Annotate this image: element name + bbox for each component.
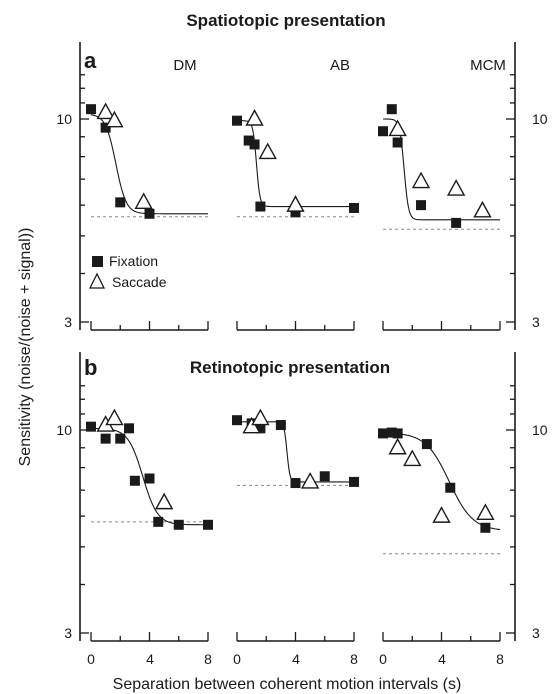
panel-a-subject-2-saccade-point (286, 195, 305, 212)
panel-b-subject-1-saccade-point (154, 492, 174, 510)
panel-b-subject-3-fixation-point (480, 522, 491, 533)
legend-saccade-label: Saccade (112, 274, 167, 290)
panel-a-subject-2-name: AB (330, 57, 350, 74)
panel-b-subject-2-saccade-point (251, 408, 270, 426)
panel-b-subject-1-saccade-point (105, 408, 124, 426)
plot-layer (79, 42, 516, 642)
panel-b-subject-1-fixation-point (144, 473, 155, 484)
panel-a-subject-3-fixation-point (451, 217, 462, 228)
x-axis-label: Separation between coherent motion inter… (113, 676, 462, 693)
panel-a-subject-3-fixation-point (416, 200, 427, 211)
panel-b-subject-3-saccade-point (432, 506, 451, 523)
panel-a-subject-3-fixation-point (392, 137, 403, 148)
panel-a-subject-2-fixation-point (255, 201, 266, 212)
panel-b-subject-2-saccade-point (300, 471, 320, 489)
x-tick-s1-0: 0 (87, 651, 95, 667)
panel-b-subject-3-fixation-point (421, 439, 432, 450)
panel-b-letter: b (84, 355, 97, 380)
panel-b-subject-3-fixation-point (378, 428, 388, 439)
panel-b-y-tick-3-left: 3 (64, 625, 72, 641)
panel-b-subject-2-fixation-point (232, 415, 242, 426)
panel-a-subject-2-saccade-point (258, 142, 277, 160)
panel-b-subject-2-fixation-point (255, 423, 266, 434)
x-tick-s2-8: 8 (350, 651, 358, 667)
panel-a-subject-3-name: MCM (470, 57, 506, 74)
panel-a-subject-2-fixation-point (349, 202, 359, 213)
panel-a-title: Spatiotopic presentation (186, 11, 385, 30)
panel-b-subject-1-fixation-point (100, 433, 111, 444)
panel-a-subject-1-name: DM (173, 57, 196, 74)
panel-a-y-tick-3-right: 3 (532, 314, 540, 330)
panel-a-subject-1-saccade-point (105, 110, 124, 128)
panel-a-subject-2-fixation-point (249, 139, 260, 150)
panel-b-subject-1-fixation-point (153, 516, 164, 527)
panel-a-y-tick-3-left: 3 (64, 314, 72, 330)
panel-a-subject-3-fixation-point (386, 104, 397, 115)
panel-a-subject-2-fixation-point (232, 115, 242, 126)
panel-b-subject-3-fixation-point (386, 427, 397, 438)
panel-a-subject-2-fit-curve (237, 120, 354, 208)
x-tick-s1-4: 4 (146, 651, 154, 667)
x-tick-s2-4: 4 (292, 651, 300, 667)
panel-b-subject-3-saccade-point (388, 437, 407, 455)
y-axis-label: Sensitivity (noise/(noise + signal)) (17, 228, 34, 467)
panel-a-subject-3-saccade-point (411, 171, 431, 189)
panel-b-subject-2-fixation-point (319, 471, 330, 482)
panel-a-subject-1-fixation-point (86, 104, 96, 115)
panel-a-subject-3-saccade-point (446, 179, 466, 196)
panel-b-subject-3-saccade-point (476, 503, 495, 521)
panel-b-subject-1-fixation-point (86, 421, 96, 432)
panel-a-subject-3-fit-curve (383, 118, 500, 221)
panel-a-subject-2-saccade-point (245, 109, 264, 126)
panel-b-subject-2-fixation-point (290, 478, 301, 489)
panel-a-subject-3-saccade-point (388, 119, 407, 137)
x-tick-s3-0: 0 (379, 651, 387, 667)
panel-a-subject-1-fixation-point (100, 122, 111, 133)
panel-b-y-tick-10-right: 10 (532, 422, 548, 438)
panel-b-subject-3-fixation-point (445, 482, 456, 493)
panel-b-subject-1-fixation-point (115, 433, 126, 444)
panel-b-subject-1-fixation-point (203, 519, 213, 530)
legend-fixation-label: Fixation (109, 253, 158, 269)
panel-b-subject-2-fixation-point (349, 476, 359, 487)
legend-saccade-marker (88, 272, 106, 289)
panel-b-subject-1-fixation-point (173, 519, 184, 530)
panel-a-y-tick-10-right: 10 (532, 111, 548, 127)
panel-a-y-tick-10-left: 10 (56, 111, 72, 127)
x-tick-s3-8: 8 (496, 651, 504, 667)
x-tick-s1-8: 8 (204, 651, 212, 667)
panel-a-subject-2-fixation-point (290, 207, 301, 218)
panel-b-subject-3-saccade-point (403, 449, 422, 467)
panel-b-title: Retinotopic presentation (190, 358, 390, 377)
panel-a-subject-3-saccade-point (473, 200, 492, 218)
panel-b-y-tick-10-left: 10 (56, 422, 72, 438)
panel-a-subject-2-fixation-point (243, 135, 254, 146)
panel-a-subject-1-fixation-point (144, 208, 155, 219)
x-tick-s2-0: 0 (233, 651, 241, 667)
panel-b-subject-1-fixation-point (129, 475, 140, 486)
legend-fixation-marker (92, 256, 103, 267)
panel-b-subject-1-fixation-point (124, 423, 135, 434)
panel-b-subject-3-fixation-point (392, 428, 403, 439)
panel-a-subject-1-fixation-point (115, 197, 126, 208)
panel-a-subject-1-saccade-point (96, 102, 115, 120)
panel-b-y-tick-3-right: 3 (532, 625, 540, 641)
panel-b-subject-2-saccade-point (242, 416, 261, 434)
panel-a-letter: a (84, 48, 97, 73)
panel-b-subject-2-fixation-point (275, 420, 286, 431)
panel-a-subject-3-fixation-point (378, 126, 388, 137)
panel-a-subject-1-saccade-point (134, 192, 153, 210)
x-tick-s3-4: 4 (438, 651, 446, 667)
